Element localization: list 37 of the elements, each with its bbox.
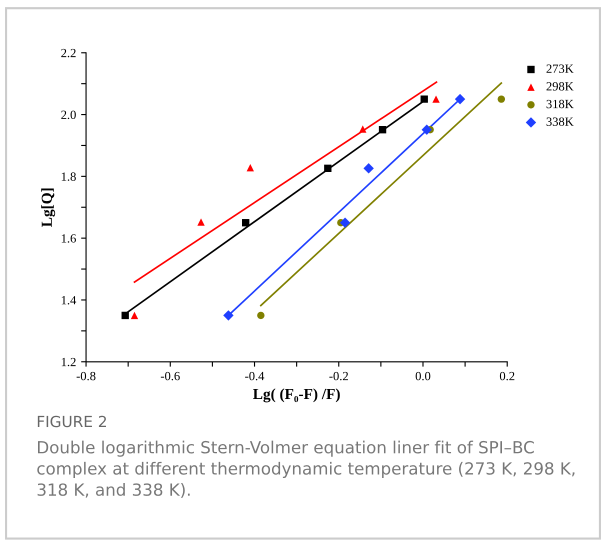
x-tick-label: -0.6 bbox=[160, 372, 180, 380]
point bbox=[197, 218, 205, 226]
caption: FIGURE 2 bbox=[38, 416, 106, 428]
x-axis-title: Lg( (F₀-F) /F) bbox=[253, 388, 340, 402]
point bbox=[242, 219, 250, 226]
y-tick-label: 1.4 bbox=[62, 296, 76, 304]
x-tick-label: -0.2 bbox=[329, 372, 348, 380]
legend-label: 338K bbox=[546, 117, 574, 126]
y-tick-label: 1.6 bbox=[62, 234, 76, 243]
point bbox=[122, 312, 129, 320]
point bbox=[454, 94, 466, 104]
text: Double logarithmic Stern-Volmer equation liner fit of SPI–BC complex at different thermodynamic temperature (273 K, 298 K, 318 K, and 338 K). bbox=[37, 440, 574, 498]
point bbox=[420, 95, 428, 103]
point bbox=[324, 164, 332, 172]
point bbox=[422, 124, 432, 135]
point bbox=[378, 126, 386, 134]
y-tick-label: 1.2 bbox=[62, 358, 76, 366]
point bbox=[432, 95, 440, 103]
legend-label: 318K bbox=[546, 100, 574, 108]
x-tick-label: -0.4 bbox=[245, 372, 264, 380]
point bbox=[223, 310, 234, 321]
point bbox=[498, 95, 505, 103]
y-tick-label: 1.8 bbox=[62, 172, 76, 181]
point bbox=[363, 163, 374, 174]
x-tick-label: 0.2 bbox=[500, 372, 514, 380]
legend-label: 273K bbox=[546, 64, 574, 73]
point bbox=[359, 125, 366, 133]
legend-label: 298K bbox=[546, 82, 574, 91]
point bbox=[246, 164, 254, 172]
x-tick-label: -0.8 bbox=[76, 372, 96, 380]
point bbox=[130, 312, 138, 320]
y-tick-label: 2.2 bbox=[61, 48, 76, 58]
point bbox=[340, 218, 350, 228]
y-axis-title: Lg[Q] bbox=[41, 188, 56, 227]
x-tick-label: 0.0 bbox=[416, 372, 430, 380]
point bbox=[257, 312, 265, 320]
y-tick-label: 2.0 bbox=[61, 110, 76, 120]
